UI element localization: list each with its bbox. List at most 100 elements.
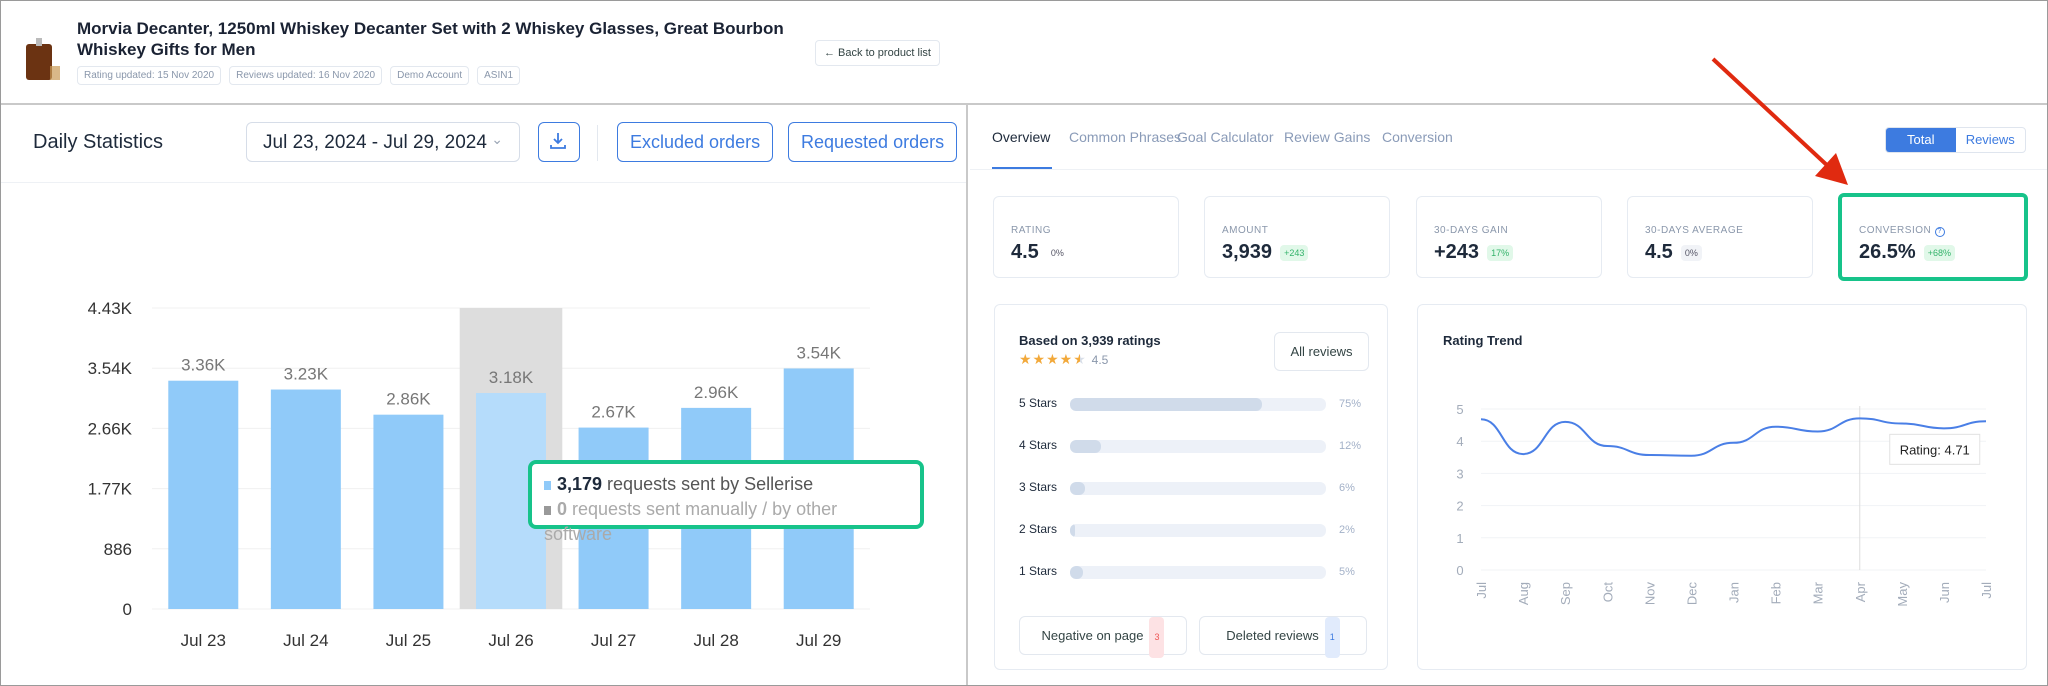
negative-count-badge: 3 bbox=[1149, 617, 1165, 658]
product-meta-chips: Rating updated: 15 Nov 2020 Reviews upda… bbox=[77, 66, 521, 85]
toggle-reviews[interactable]: Reviews bbox=[1965, 132, 2015, 147]
star-rating-icon: ★★★★★ 4.5 bbox=[1019, 351, 1109, 367]
help-circle-icon[interactable]: ? bbox=[1934, 227, 1945, 237]
star-row-label: 4 Stars bbox=[1019, 438, 1058, 452]
star-row-bar bbox=[1070, 440, 1326, 453]
y-tick-label: 886 bbox=[104, 540, 132, 559]
star-row-bar bbox=[1070, 482, 1326, 495]
star-row-bar bbox=[1070, 398, 1326, 411]
product-title: Morvia Decanter, 1250ml Whiskey Decanter… bbox=[77, 19, 784, 59]
star-row-label: 3 Stars bbox=[1019, 480, 1058, 494]
star-row-fill bbox=[1070, 398, 1262, 411]
tab-review-gains[interactable]: Review Gains bbox=[1284, 129, 1371, 145]
y-tick-label: 5 bbox=[1456, 402, 1463, 417]
star-row-fill bbox=[1070, 482, 1086, 495]
tooltip-line-manual: 0 requests sent manually / by other soft… bbox=[544, 499, 838, 544]
x-tick-label: Jul bbox=[1474, 582, 1489, 599]
stat-card-conversion: CONVERSION ? 26.5% +68% bbox=[1838, 193, 2028, 281]
x-tick-label: Jul 28 bbox=[693, 631, 738, 650]
rating-trend-card: Rating Trend 0 1 2 3 4 5 Jul Aug Sep Oct Nov Dec Jan… bbox=[1417, 304, 2027, 670]
stat-card-rating: RATING 4.5 0% bbox=[993, 196, 1179, 278]
bar-data-label: 3.36K bbox=[181, 356, 226, 375]
date-range-value: Jul 23, 2024 - Jul 29, 2024 bbox=[263, 132, 487, 153]
y-tick-label: 0 bbox=[1456, 563, 1463, 578]
star-row: 2 Stars 2% bbox=[1019, 522, 1369, 538]
asin-chip: ASIN1 bbox=[477, 66, 521, 85]
x-tick-label: Jul 23 bbox=[181, 631, 226, 650]
y-tick-label: 1 bbox=[1456, 531, 1463, 546]
tabs-divider bbox=[970, 169, 2048, 170]
x-tick-label: Sep bbox=[1558, 582, 1573, 605]
star-row-percent: 75% bbox=[1339, 398, 1362, 410]
bar bbox=[270, 389, 341, 609]
y-tick-label: 3 bbox=[1456, 466, 1463, 481]
excluded-orders-button[interactable]: Excluded orders bbox=[617, 122, 774, 162]
daily-requests-bar-chart: 0 886 1.77K 2.66K 3.54K 4.43K 3.36K Jul 23 3.23K… bbox=[88, 299, 870, 650]
star-row-label: 2 Stars bbox=[1019, 522, 1058, 536]
toggle-total[interactable]: Total bbox=[1886, 128, 1956, 152]
star-row: 3 Stars 6% bbox=[1019, 480, 1369, 496]
y-tick-label: 4 bbox=[1456, 434, 1463, 449]
tab-conversion[interactable]: Conversion bbox=[1382, 129, 1453, 145]
chevron-down-icon: ⌄ bbox=[491, 131, 503, 147]
stat-card-30-days-gain: 30-DAYS GAIN +243 17% bbox=[1416, 196, 1602, 278]
deleted-reviews-button[interactable]: Deleted reviews 1 bbox=[1199, 616, 1367, 658]
stat-card-30-days-average: 30-DAYS AVERAGE 4.5 0% bbox=[1627, 196, 1813, 278]
y-tick-label: 2 bbox=[1456, 499, 1463, 514]
bar-data-label: 2.96K bbox=[694, 383, 739, 402]
trend-tooltip-box bbox=[1889, 433, 1981, 465]
star-row-fill bbox=[1070, 524, 1076, 537]
y-tick-label: 4.43K bbox=[88, 299, 133, 318]
daily-statistics-panel: Daily Statistics Jul 23, 2024 - Jul 29, … bbox=[0, 105, 968, 686]
star-row: 1 Stars 5% bbox=[1019, 564, 1369, 580]
star-row-bar bbox=[1070, 566, 1326, 579]
y-tick-label: 1.77K bbox=[88, 480, 133, 499]
x-tick-label: Nov bbox=[1642, 582, 1657, 606]
all-reviews-button[interactable]: All reviews bbox=[1274, 332, 1369, 371]
x-tick-label: Dec bbox=[1684, 582, 1699, 606]
panel-title: Daily Statistics bbox=[33, 131, 164, 153]
reviews-updated-chip: Reviews updated: 16 Nov 2020 bbox=[229, 66, 383, 85]
negative-on-page-button[interactable]: Negative on page 3 bbox=[1019, 616, 1187, 658]
x-tick-label: Jan bbox=[1727, 582, 1742, 603]
bar bbox=[168, 380, 239, 609]
star-row-percent: 6% bbox=[1339, 482, 1355, 494]
bar-tooltip: 3,179 requests sent by Sellerise 0 reque… bbox=[528, 460, 924, 544]
x-tick-label: May bbox=[1895, 582, 1910, 607]
x-tick-label: Jul 26 bbox=[488, 631, 533, 650]
bar bbox=[373, 414, 444, 609]
trend-line bbox=[1480, 417, 1987, 457]
y-tick-label: 0 bbox=[123, 600, 132, 619]
divider bbox=[597, 125, 598, 161]
star-row-label: 1 Stars bbox=[1019, 564, 1058, 578]
stat-card-amount: AMOUNT 3,939 +243 bbox=[1204, 196, 1390, 278]
x-tick-label: Jul 27 bbox=[591, 631, 636, 650]
date-range-picker[interactable]: Jul 23, 2024 - Jul 29, 2024 ⌄ bbox=[246, 122, 520, 162]
tab-goal-calculator[interactable]: Goal Calculator bbox=[1177, 129, 1274, 145]
tab-common-phrases[interactable]: Common Phrases bbox=[1069, 129, 1182, 145]
account-chip: Demo Account bbox=[390, 66, 470, 85]
x-tick-label: Jul 24 bbox=[283, 631, 328, 650]
product-image bbox=[26, 38, 60, 80]
back-to-product-list-button[interactable]: ← Back to product list bbox=[815, 40, 940, 66]
x-tick-label: Jun bbox=[1937, 582, 1952, 603]
download-button[interactable] bbox=[538, 122, 580, 162]
star-row-fill bbox=[1070, 440, 1101, 453]
bar-data-label: 3.18K bbox=[489, 368, 534, 387]
star-row-percent: 5% bbox=[1339, 566, 1355, 578]
active-tab-indicator bbox=[992, 167, 1052, 169]
trend-tooltip-text: Rating: 4.71 bbox=[1900, 442, 1970, 457]
star-row-percent: 2% bbox=[1339, 524, 1355, 536]
bar-data-label: 2.67K bbox=[591, 403, 636, 422]
tab-overview[interactable]: Overview bbox=[992, 129, 1051, 145]
requested-orders-button[interactable]: Requested orders bbox=[788, 122, 958, 162]
y-tick-label: 3.54K bbox=[88, 359, 133, 378]
x-tick-label: Aug bbox=[1516, 582, 1531, 605]
x-tick-label: Mar bbox=[1811, 581, 1826, 604]
star-row-label: 5 Stars bbox=[1019, 396, 1058, 410]
bar-data-label: 2.86K bbox=[386, 390, 431, 409]
tooltip-line-sellerise: 3,179 requests sent by Sellerise bbox=[544, 472, 908, 497]
download-icon bbox=[550, 133, 566, 149]
x-tick-label: Jul bbox=[1979, 582, 1994, 599]
